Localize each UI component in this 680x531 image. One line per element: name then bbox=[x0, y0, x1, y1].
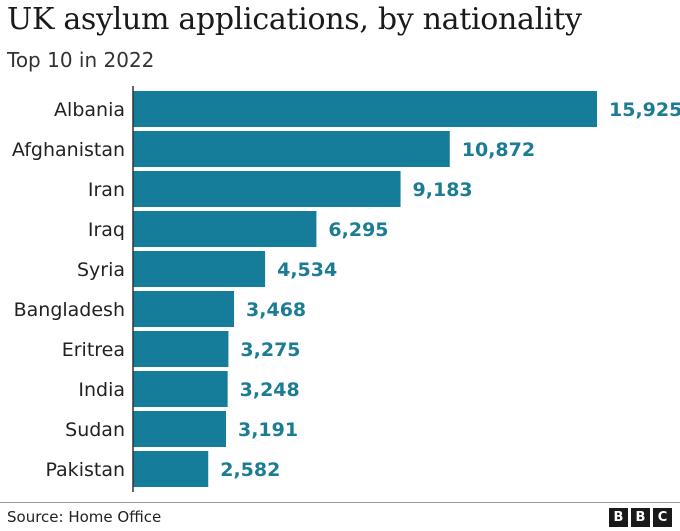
category-label-india: India bbox=[78, 379, 125, 401]
source-note: Source: Home Office bbox=[7, 508, 162, 526]
category-label-iran: Iran bbox=[88, 179, 125, 201]
bar-iraq bbox=[133, 211, 317, 247]
category-label-eritrea: Eritrea bbox=[62, 339, 125, 361]
value-label-india: 3,248 bbox=[240, 379, 300, 401]
value-label-afghanistan: 10,872 bbox=[462, 139, 535, 161]
category-label-albania: Albania bbox=[54, 99, 125, 121]
value-label-sudan: 3,191 bbox=[238, 419, 298, 441]
category-label-iraq: Iraq bbox=[88, 219, 125, 241]
logo-letter-3: C bbox=[653, 508, 672, 527]
category-label-bangladesh: Bangladesh bbox=[14, 299, 125, 321]
bar-sudan bbox=[133, 411, 226, 447]
bar-afghanistan bbox=[133, 131, 450, 167]
category-label-pakistan: Pakistan bbox=[45, 459, 125, 481]
bar-albania bbox=[133, 91, 597, 127]
value-label-bangladesh: 3,468 bbox=[246, 299, 306, 321]
bar-india bbox=[133, 371, 228, 407]
value-label-pakistan: 2,582 bbox=[220, 459, 280, 481]
bar-chart: Albania 15,925 Afghanistan 10,872 Iran 9,183 I… bbox=[12, 86, 680, 492]
bar-eritrea bbox=[133, 331, 229, 367]
category-label-afghanistan: Afghanistan bbox=[12, 139, 125, 161]
footer-divider bbox=[0, 502, 680, 503]
bar-bangladesh bbox=[133, 291, 235, 327]
bar-iran bbox=[133, 171, 401, 207]
chart-title: UK asylum applications, by nationality bbox=[7, 2, 582, 37]
logo-letter-2: B bbox=[631, 508, 650, 527]
value-label-iran: 9,183 bbox=[413, 179, 473, 201]
logo-letter-1: B bbox=[609, 508, 628, 527]
value-label-eritrea: 3,275 bbox=[240, 339, 300, 361]
chart-subtitle: Top 10 in 2022 bbox=[7, 48, 155, 72]
bar-pakistan bbox=[133, 451, 209, 487]
bbc-logo: B B C bbox=[609, 508, 672, 527]
value-label-albania: 15,925 bbox=[609, 99, 680, 121]
category-label-syria: Syria bbox=[77, 259, 125, 281]
value-label-iraq: 6,295 bbox=[328, 219, 388, 241]
value-label-syria: 4,534 bbox=[277, 259, 337, 281]
category-label-sudan: Sudan bbox=[65, 419, 125, 441]
bar-syria bbox=[133, 251, 266, 287]
